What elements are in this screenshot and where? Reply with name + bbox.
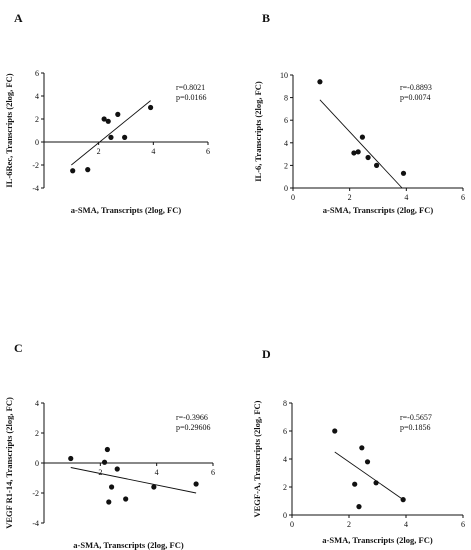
panel-b-x-tick-label: 6 bbox=[461, 193, 465, 202]
panel-c-data-point bbox=[123, 496, 129, 502]
panel-b-data-point bbox=[317, 79, 323, 85]
panel-c-x-axis-label: a-SMA, Transcripts (2log, FC) bbox=[73, 540, 184, 550]
panel-a-fit-line bbox=[71, 100, 151, 166]
panel-a-x-tick-label: 6 bbox=[206, 147, 210, 156]
panel-c-y-axis-label: VEGF R1-14, Transcripts (2log, FC) bbox=[4, 397, 14, 529]
panel-a-data-point bbox=[70, 168, 76, 174]
panel-c-x-tick-label: 6 bbox=[211, 468, 215, 477]
panel-c-fit-line bbox=[70, 467, 197, 494]
panel-d-data-point bbox=[364, 459, 371, 465]
panel-c-letter: C bbox=[14, 341, 23, 355]
panel-d-x-axis-label: a-SMA, Transcripts (2log, FC) bbox=[322, 535, 433, 545]
panel-d-stat: p=0.1856 bbox=[400, 423, 431, 432]
panel-a-data-point bbox=[105, 118, 111, 124]
panel-d-data-point bbox=[332, 428, 338, 434]
panel-d-data-point bbox=[373, 480, 379, 486]
panel-c-data-point bbox=[101, 459, 108, 465]
panel-a-letter: A bbox=[14, 11, 23, 25]
panel-b-fit-line bbox=[319, 99, 403, 189]
panel-a-data-point bbox=[108, 134, 114, 140]
panel-d-data-point bbox=[359, 445, 365, 451]
panel-a-y-tick-label: 4 bbox=[35, 92, 39, 101]
panel-c-data-point bbox=[68, 455, 74, 462]
panel-b-y-tick-label: 6 bbox=[284, 116, 288, 125]
panel-d-y-tick-label: 2 bbox=[283, 483, 287, 492]
panel-b-x-axis-label: a-SMA, Transcripts (2log, FC) bbox=[323, 205, 434, 215]
panel-a-x-tick-label: 2 bbox=[97, 147, 101, 156]
panel-b-data-point bbox=[373, 162, 380, 168]
panel-c-x-tick-label: 2 bbox=[98, 468, 102, 477]
panel-b-y-tick-label: 2 bbox=[284, 161, 288, 170]
panel-c-stat: r=-0.3966 bbox=[176, 413, 208, 422]
panel-b-y-tick-label: 4 bbox=[284, 139, 288, 148]
panel-b-data-point bbox=[365, 154, 371, 161]
panel-d-fit-line bbox=[334, 451, 404, 500]
panel-c-y-tick-label: -2 bbox=[32, 489, 39, 498]
panel-c-x-tick-label: 4 bbox=[155, 468, 159, 477]
panel-b-y-axis-label: IL-6, Transcripts (2log, FC) bbox=[253, 81, 263, 182]
panel-d-x-tick-label: 0 bbox=[290, 520, 294, 529]
panel-b-y-tick-label: 8 bbox=[284, 94, 288, 103]
panel-a-y-tick-label: 2 bbox=[35, 115, 39, 124]
panel-c-data-point bbox=[104, 446, 110, 453]
panel-a-data-point bbox=[115, 111, 121, 117]
panel-c-data-point bbox=[151, 484, 157, 490]
panel-c-data-point bbox=[193, 481, 199, 487]
panel-d-data-point bbox=[352, 481, 358, 487]
panel-c-y-tick-label: 2 bbox=[35, 429, 39, 438]
panel-a-data-point bbox=[122, 134, 128, 140]
panel-a-y-tick-label: 0 bbox=[35, 138, 39, 147]
panel-c-data-point bbox=[109, 484, 115, 490]
panel-a-data-point bbox=[148, 104, 154, 111]
panel-c-data-point bbox=[114, 466, 120, 472]
panel-d-letter: D bbox=[262, 347, 271, 361]
panel-a-data-point bbox=[85, 167, 91, 173]
panel-d-stat: r=-0.5657 bbox=[400, 413, 432, 422]
panel-c-data-point bbox=[106, 499, 112, 505]
panel-b-data-point bbox=[351, 150, 357, 156]
panel-d-y-tick-label: 4 bbox=[283, 455, 287, 464]
panel-b-x-tick-label: 4 bbox=[404, 193, 408, 202]
panel-b-letter: B bbox=[262, 11, 270, 25]
panel-b-data-point bbox=[359, 134, 366, 140]
panel-b-y-tick-label: 10 bbox=[280, 71, 288, 80]
panel-b-stat: p=0.0074 bbox=[400, 93, 431, 102]
panel-a-y-tick-label: 6 bbox=[35, 69, 39, 78]
panel-a-y-tick-label: -2 bbox=[32, 161, 39, 170]
panel-c-y-tick-label: -4 bbox=[32, 519, 39, 528]
panel-b-data-point bbox=[400, 170, 407, 176]
panel-d-data-point bbox=[400, 497, 406, 503]
panel-c-stat: p=0.29606 bbox=[176, 423, 211, 432]
panel-d-data-point bbox=[356, 504, 362, 510]
panel-b-data-point bbox=[355, 149, 361, 155]
panel-a-x-tick-label: 4 bbox=[151, 147, 155, 156]
panel-c-y-tick-label: 4 bbox=[35, 399, 39, 408]
panel-b-y-tick-label: 0 bbox=[284, 184, 288, 193]
panel-d-y-tick-label: 0 bbox=[283, 511, 287, 520]
panel-b-stat: r=-0.8893 bbox=[400, 83, 432, 92]
panel-a-y-axis-label: IL-6Rec, Transcripts (2log, FC) bbox=[4, 73, 14, 187]
panel-a-stat: p=0.0166 bbox=[176, 93, 207, 102]
panel-d-y-tick-label: 6 bbox=[283, 427, 287, 436]
panel-d-x-tick-label: 6 bbox=[461, 520, 465, 529]
panel-a-y-tick-label: -4 bbox=[32, 184, 39, 193]
panel-d-y-axis-label: VEGF-A, Transcripts (2log, FC) bbox=[252, 400, 262, 517]
panel-a-stat: r=0.8021 bbox=[176, 83, 205, 92]
panel-a-data-point bbox=[101, 116, 107, 122]
panel-d-x-tick-label: 2 bbox=[347, 520, 351, 529]
panel-d-y-tick-label: 8 bbox=[283, 399, 287, 408]
panel-b-x-tick-label: 2 bbox=[348, 193, 352, 202]
panel-c-y-tick-label: 0 bbox=[35, 459, 39, 468]
panel-d-x-tick-label: 4 bbox=[404, 520, 408, 529]
panel-b-x-tick-label: 0 bbox=[291, 193, 295, 202]
panel-a-x-axis-label: a-SMA, Transcripts (2log, FC) bbox=[71, 205, 182, 215]
